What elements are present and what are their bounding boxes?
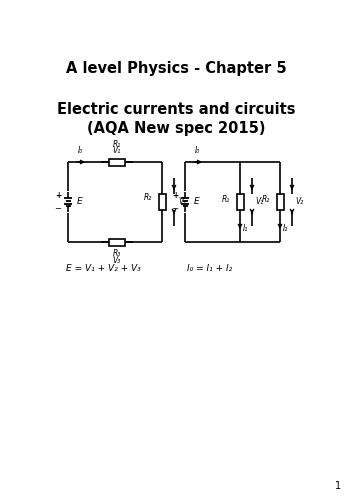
Text: V₂: V₂ — [178, 198, 186, 206]
Bar — [158, 194, 166, 210]
Text: R₃: R₃ — [113, 249, 121, 258]
Text: −: − — [172, 204, 179, 214]
Text: I₀: I₀ — [77, 146, 83, 155]
Text: I₂: I₂ — [283, 224, 288, 233]
Text: V₂: V₂ — [295, 198, 303, 206]
Text: I₀ = I₁ + I₂: I₀ = I₁ + I₂ — [187, 264, 232, 273]
Bar — [109, 238, 125, 246]
Text: A level Physics - Chapter 5: A level Physics - Chapter 5 — [66, 60, 287, 76]
Text: E = V₁ + V₂ + V₃: E = V₁ + V₂ + V₃ — [66, 264, 141, 273]
Text: E: E — [194, 198, 200, 206]
Text: +: + — [172, 190, 178, 200]
Text: R₁: R₁ — [113, 140, 121, 149]
Text: E: E — [77, 198, 83, 206]
Text: Electric currents and circuits: Electric currents and circuits — [57, 102, 296, 118]
Text: +: + — [55, 190, 61, 200]
Bar — [276, 194, 283, 210]
Text: −: − — [54, 204, 61, 214]
Text: I₀: I₀ — [195, 146, 200, 155]
Text: (AQA New spec 2015): (AQA New spec 2015) — [87, 120, 266, 136]
Bar — [237, 194, 244, 210]
Text: R₂: R₂ — [144, 192, 152, 202]
Text: V₁: V₁ — [255, 198, 263, 206]
Text: R₂: R₂ — [262, 194, 270, 203]
Text: 1: 1 — [335, 481, 341, 491]
Bar — [109, 158, 125, 166]
Text: I₁: I₁ — [243, 224, 248, 233]
Text: V₁: V₁ — [113, 146, 121, 155]
Text: R₁: R₁ — [222, 194, 230, 203]
Text: V₃: V₃ — [113, 256, 121, 265]
